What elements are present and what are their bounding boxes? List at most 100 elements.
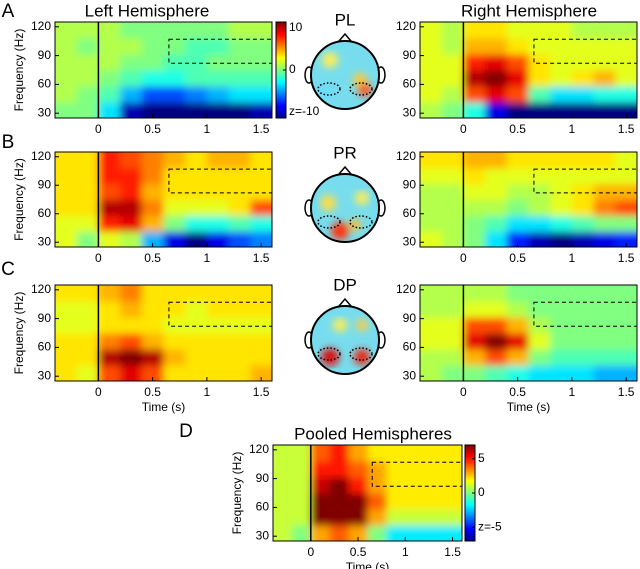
heatmap-cell: [441, 86, 464, 103]
heatmap-cell: [528, 333, 551, 350]
heatmap-cell: [329, 477, 350, 494]
heatmap-cell: [367, 445, 387, 462]
heatmap-cell: [506, 215, 530, 232]
heatmap-cell: [424, 477, 444, 494]
heatmap-cell: [185, 152, 208, 169]
heatmap-cell: [593, 333, 616, 350]
heatmap-cell: [506, 199, 530, 216]
y-tick-label: 120: [31, 282, 51, 296]
x-tick-label: 0.5: [350, 545, 367, 559]
heatmap-cell: [405, 509, 425, 526]
heatmap-cell: [185, 167, 208, 185]
heatmap-cell: [506, 167, 530, 185]
heatmap-cell: [163, 333, 186, 350]
heatmap-cell: [441, 199, 464, 216]
heatmap-cell: [593, 38, 616, 55]
heatmap-cell: [528, 199, 551, 216]
heatmap-cell: [528, 215, 551, 232]
heatmap-cell: [528, 317, 551, 334]
y-tick-label: 90: [403, 177, 417, 191]
heatmap-cell: [528, 152, 551, 169]
heatmap-cell: [463, 70, 486, 87]
heatmap-cell: [163, 317, 186, 334]
heatmap-cell: [250, 317, 272, 334]
heatmap-cell: [76, 215, 99, 232]
heatmap-cell: [571, 86, 595, 103]
heatmap-cell: [250, 333, 272, 350]
heatmap-cell: [76, 54, 99, 71]
heatmap-cell: [593, 102, 616, 118]
heatmap-cell: [273, 493, 293, 510]
heatmap-cell: [141, 349, 165, 366]
heatmap-cell: [485, 317, 508, 334]
heatmap-cell: [98, 183, 121, 201]
heatmap-cell: [463, 86, 486, 103]
heatmap-cell: [348, 493, 369, 510]
heatmap-cell: [550, 38, 573, 55]
heatmap-cell: [228, 349, 251, 366]
heatmap-cell: [228, 38, 251, 55]
heatmap-cell: [329, 525, 350, 541]
heatmap-cell: [141, 167, 165, 185]
y-tick-label: 30: [403, 234, 417, 248]
heatmap-cell: [185, 231, 208, 247]
heatmap-cell: [386, 461, 406, 478]
heatmap-cell: [550, 215, 573, 232]
heatmap-cell: [163, 102, 186, 118]
heatmap-cell: [163, 70, 186, 87]
heatmap-cell: [441, 167, 464, 185]
heatmap-cell: [571, 301, 595, 318]
scalp-blobs: [321, 318, 370, 366]
colorbar-tick-label: z=-5: [478, 519, 502, 533]
heatmap-cell: [206, 215, 230, 232]
heatmap-cell: [228, 167, 251, 185]
heatmap-cell: [120, 199, 143, 216]
heatmap-cell: [228, 152, 251, 169]
heatmap-cell: [250, 54, 272, 71]
heatmap-cell: [485, 231, 508, 247]
panel-letter: B: [2, 132, 15, 153]
heatmap-cell: [329, 445, 350, 462]
heatmap-cell: [550, 231, 573, 247]
heatmap-cell: [443, 477, 462, 494]
heatmap-cells: [420, 22, 637, 118]
heatmap-cell: [367, 461, 387, 478]
heatmap-cell: [76, 317, 99, 334]
heatmap-cell: [310, 493, 331, 510]
heatmap: [420, 152, 637, 247]
heatmap-cell: [55, 54, 78, 71]
heatmap-cell: [463, 38, 486, 55]
heatmap-cell: [163, 22, 186, 39]
heatmap-cell: [55, 199, 78, 216]
heatmap-cell: [485, 54, 508, 71]
heatmap-cell: [141, 285, 165, 302]
x-tick-label: 1.5: [253, 122, 270, 136]
heatmap-cell: [98, 365, 121, 381]
heatmap-cell: [420, 199, 443, 216]
heatmap-cell: [163, 183, 186, 201]
x-axis-label: Time (s): [142, 400, 186, 414]
heatmap-cell: [185, 38, 208, 55]
heatmap-cell: [571, 285, 595, 302]
heatmap: [420, 285, 637, 381]
heatmap-cell: [206, 70, 230, 87]
topoplot-label: DP: [333, 275, 357, 294]
heatmap-cell: [528, 70, 551, 87]
heatmap-cell: [273, 477, 293, 494]
heatmap-cell: [310, 461, 331, 478]
heatmap-cell: [120, 86, 143, 103]
heatmap-cell: [367, 477, 387, 494]
y-axis-label: Frequency (Hz): [12, 292, 26, 375]
heatmap-cells: [420, 285, 637, 381]
heatmap-cell: [185, 54, 208, 71]
y-tick-label: 30: [38, 368, 52, 382]
heatmap-cell: [528, 231, 551, 247]
heatmap-cell: [310, 525, 331, 541]
heatmap-cell: [228, 22, 251, 39]
heatmap-cell: [206, 231, 230, 247]
heatmap-cell: [185, 317, 208, 334]
heatmap-cell: [120, 215, 143, 232]
heatmap-cell: [141, 199, 165, 216]
heatmap-cell: [506, 365, 530, 381]
heatmap-cell: [98, 86, 121, 103]
